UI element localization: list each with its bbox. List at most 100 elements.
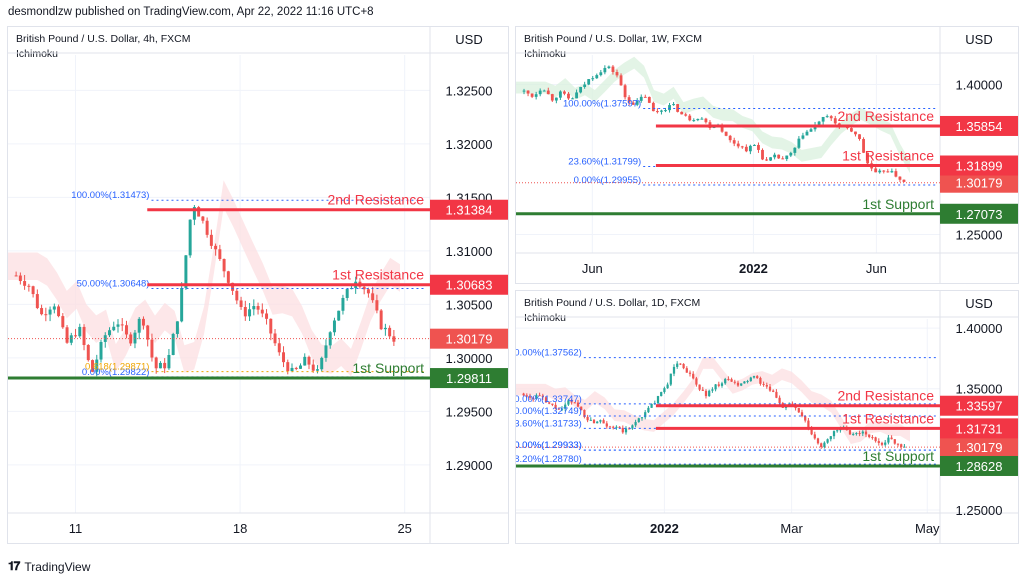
current-price-label: 1.30179: [956, 440, 1003, 455]
candle-body: [103, 335, 107, 342]
candle-body: [882, 170, 886, 172]
candle-body: [383, 327, 387, 330]
x-tick-label: 11: [69, 521, 83, 536]
candle-body: [349, 288, 353, 290]
chart-panel-4h[interactable]: British Pound / U.S. Dollar, 4h, FXCM Ic…: [7, 26, 509, 544]
resistance-label: 2nd Resistance: [837, 388, 934, 404]
candle-body: [627, 97, 631, 103]
candle-body: [880, 442, 884, 445]
candle-body: [602, 420, 605, 424]
indicator-label: Ichimoku: [524, 48, 567, 60]
candle-body: [526, 90, 530, 94]
candle-body: [639, 96, 643, 101]
candle-body: [669, 373, 672, 385]
candle-body: [817, 121, 821, 125]
candle-body: [704, 390, 708, 397]
candle-body: [852, 433, 855, 435]
footer-branding: 𝟏𝟕 TradingView: [8, 559, 90, 574]
candle-body: [544, 397, 548, 403]
ichimoku-cloud: [8, 180, 400, 377]
candle-body: [871, 437, 874, 439]
candle-body: [748, 145, 752, 152]
fib-label: 100.00%(1.37597): [563, 99, 641, 110]
publisher-header: desmondlzw published on TradingView.com,…: [8, 6, 374, 18]
candle-body: [282, 352, 286, 363]
candle-body: [554, 404, 557, 409]
tradingview-logo-icon: 𝟏𝟕: [8, 559, 20, 573]
candle-body: [813, 434, 816, 439]
candle-body: [265, 313, 269, 319]
candle-body: [277, 343, 281, 353]
resistance-price-badge: [940, 395, 1018, 416]
candle-body: [235, 290, 239, 301]
candle-body: [644, 412, 647, 418]
resistance-price-label: 1.31899: [956, 159, 1003, 174]
fib-label: 100.00%(1.37562): [516, 348, 582, 359]
candle-body: [133, 332, 137, 344]
candle-body: [371, 293, 375, 301]
candle-body: [858, 134, 861, 140]
chart-canvas[interactable]: 100.00%(1.37597) 23.60%(1.31799) 0.00%(1.2…: [516, 27, 1018, 283]
candle-body: [810, 428, 813, 435]
candle-body: [129, 334, 133, 344]
candle-body: [388, 327, 392, 337]
candle-body: [679, 363, 682, 365]
candle-body: [605, 423, 608, 427]
candle-body: [44, 314, 48, 316]
candle-body: [762, 383, 765, 385]
candle-body: [793, 147, 797, 153]
candle-body: [656, 396, 660, 404]
candle-body: [637, 418, 640, 422]
candle-body: [623, 85, 627, 98]
candle-body: [829, 116, 833, 119]
candle-body: [698, 384, 701, 390]
candle-body: [836, 430, 839, 432]
candle-body: [878, 170, 882, 173]
candle-body: [651, 102, 655, 112]
candle-body: [564, 404, 567, 409]
candle-body: [816, 438, 820, 444]
candle-body: [82, 326, 86, 346]
candle-body: [23, 281, 27, 286]
candle-body: [733, 381, 736, 383]
candle-body: [695, 378, 698, 385]
candle-body: [621, 427, 624, 433]
chart-canvas[interactable]: 100.00%(1.31473) 50.00%(1.30648) 0.00%(1.2…: [8, 27, 508, 543]
x-tick-label: Jun: [866, 261, 887, 276]
candle-body: [366, 289, 370, 294]
footer-brand-text[interactable]: TradingView: [24, 559, 91, 574]
fib-label: 50.00%(1.30648): [77, 278, 150, 289]
candle-body: [522, 393, 525, 396]
candle-body: [826, 439, 829, 443]
chart-panel-1w[interactable]: British Pound / U.S. Dollar, 1W, FXCM Ic…: [515, 26, 1019, 284]
candle-body: [61, 316, 65, 328]
candle-body: [752, 376, 756, 378]
candle-body: [375, 300, 379, 311]
candle-body: [833, 118, 837, 124]
candle-body: [821, 116, 825, 122]
candle-body: [294, 367, 298, 369]
y-tick-label: 1.35000: [956, 382, 1003, 397]
candle-body: [252, 306, 256, 310]
currency-label: USD: [455, 32, 483, 47]
candle-body: [589, 419, 592, 421]
y-tick-label: 1.29000: [446, 458, 493, 473]
candle-body: [664, 110, 667, 112]
chart-panel-1d[interactable]: British Pound / U.S. Dollar, 1D, FXCM Ic…: [515, 290, 1019, 544]
candle-body: [137, 318, 141, 333]
candle-body: [269, 318, 273, 334]
candle-body: [761, 149, 764, 160]
x-tick-label: 18: [233, 521, 247, 536]
candle-body: [635, 100, 639, 105]
support-label: 1st Support: [352, 360, 424, 376]
resistance-price-badge: [430, 274, 508, 295]
candle-body: [35, 294, 39, 309]
chart-canvas[interactable]: 100.00%(1.37562) 50.00%(1.33747) 23.60%(1.…: [516, 291, 1018, 543]
candle-body: [243, 306, 247, 317]
fib-label: 0.00%(1.32749): [516, 406, 582, 417]
candle-body: [634, 421, 637, 426]
candle-body: [18, 275, 22, 282]
candle-body: [740, 146, 744, 148]
candle-body: [150, 339, 154, 358]
candle-body: [175, 321, 179, 334]
